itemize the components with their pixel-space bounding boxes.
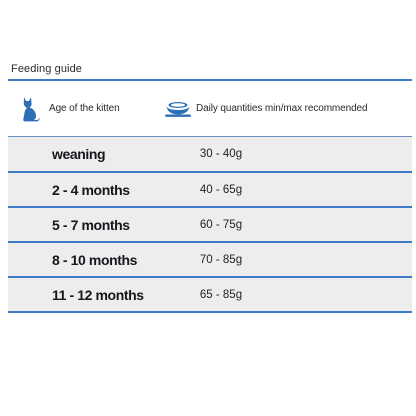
age-cell: 11 - 12 months [52,286,144,303]
age-header-label: Age of the kitten [49,103,120,114]
table-row: 5 - 7 months 60 - 75g [8,208,412,243]
age-cell: 5 - 7 months [52,216,130,233]
quantity-cell: 40 - 65g [199,183,243,196]
table-row: 11 - 12 months 65 - 85g [8,278,412,313]
food-bowl-icon [164,100,192,118]
quantity-header-label: Daily quantities min/max recommended [196,103,368,114]
quantity-cell: 60 - 75g [199,218,243,231]
guide-title: Feeding guide [11,63,83,75]
table-row: 8 - 10 months 70 - 85g [8,243,412,278]
feeding-guide: Feeding guide Age of the kitten Daily qu… [8,63,412,313]
top-rule [8,79,412,81]
quantity-cell: 30 - 40g [199,148,243,160]
table-row: 2 - 4 months 40 - 65g [8,173,412,208]
feeding-table-body: weaning 30 - 40g 2 - 4 months 40 - 65g 5… [8,137,412,313]
table-header: Age of the kitten Daily quantities min/m… [8,81,412,137]
quantity-cell: 70 - 85g [199,253,243,266]
age-cell: 2 - 4 months [52,181,130,198]
age-column-header: Age of the kitten [8,96,160,122]
table-row: weaning 30 - 40g [8,137,412,173]
quantity-cell: 65 - 85g [199,288,243,301]
age-cell: weaning [52,146,106,162]
age-cell: 8 - 10 months [52,251,138,268]
quantity-column-header: Daily quantities min/max recommended [160,100,412,118]
cat-icon [19,96,41,122]
